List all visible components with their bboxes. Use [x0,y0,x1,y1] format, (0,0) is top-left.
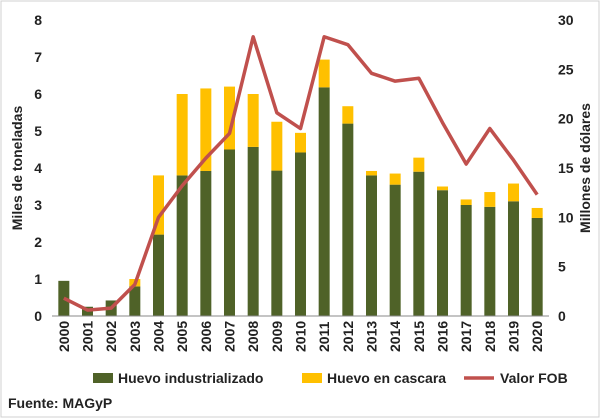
x-tick-2004: 2004 [151,321,167,352]
line-valor-fob [63,35,539,312]
x-tick-2013: 2013 [364,321,380,352]
bar-huevo-industrializado-2011 [318,87,330,316]
bar-huevo-en-cascara-2015 [413,157,425,172]
y-tick-6: 6 [34,86,42,102]
y2-axis-title: Millones de dólares [577,103,593,233]
y2-tick-0: 0 [558,308,566,324]
legend-label-huevo-en-cascara: Huevo en cascara [327,370,446,386]
y2-tick-25: 25 [558,61,574,77]
legend-swatch-huevo-en-cascara [302,373,322,383]
bar-huevo-en-cascara-2007 [224,86,235,150]
bar-huevo-en-cascara-2008 [247,94,259,147]
bar-huevo-en-cascara-2011 [318,59,330,88]
bar-huevo-en-cascara-2010 [295,132,306,153]
legend-label-valor-fob: Valor FOB [500,370,568,386]
bar-huevo-industrializado-2015 [413,171,425,316]
x-tick-2002: 2002 [103,321,119,352]
bar-huevo-industrializado-2014 [389,184,401,316]
bar-huevo-en-cascara-2006 [200,88,212,171]
bar-huevo-industrializado-2020 [531,217,543,316]
y2-tick-15: 15 [558,160,574,176]
x-tick-2016: 2016 [435,321,451,352]
x-tick-2006: 2006 [198,321,214,352]
y2-tick-5: 5 [558,259,566,275]
bar-huevo-industrializado-2003 [129,286,141,316]
bar-huevo-industrializado-2019 [508,201,519,316]
y2-tick-20: 20 [558,111,574,127]
y-tick-8: 8 [34,12,42,28]
y2-tick-30: 30 [558,12,574,28]
x-tick-2015: 2015 [411,321,427,352]
x-tick-2007: 2007 [222,321,238,352]
bar-huevo-industrializado-2007 [224,149,235,316]
y-tick-0: 0 [34,308,42,324]
bar-huevo-en-cascara-2009 [271,121,283,171]
bar-huevo-en-cascara-2018 [484,192,496,207]
bar-huevo-en-cascara-2004 [153,175,164,235]
y-tick-3: 3 [34,197,42,213]
y-tick-7: 7 [34,49,42,65]
x-tick-2003: 2003 [127,321,143,352]
x-tick-2019: 2019 [506,321,522,352]
bar-huevo-industrializado-2017 [460,205,472,316]
y-tick-5: 5 [34,123,42,139]
x-tick-2008: 2008 [245,321,261,352]
x-tick-2000: 2000 [56,321,72,352]
bar-huevo-industrializado-2010 [295,152,306,316]
x-tick-2009: 2009 [269,321,285,352]
legend: Huevo industrializado Huevo en cascara V… [93,370,568,386]
bar-huevo-industrializado-2018 [484,206,496,316]
bar-huevo-en-cascara-2014 [389,173,401,185]
y-tick-1: 1 [34,271,42,287]
bar-huevo-industrializado-2016 [437,190,448,316]
bar-huevo-industrializado-2008 [247,146,259,316]
bar-huevo-industrializado-2013 [366,175,377,316]
line-group [63,35,539,312]
bar-huevo-industrializado-2009 [271,170,283,316]
x-axis-ticks: 2000 2001 2002 2003 2004 2005 2006 2007 2008 2009… [56,321,545,352]
x-tick-2018: 2018 [482,321,498,352]
y-tick-4: 4 [34,160,42,176]
legend-swatch-huevo-industrializado [93,373,113,383]
bar-huevo-en-cascara-2005 [176,94,188,176]
bar-huevo-industrializado-2005 [176,175,188,316]
bar-huevo-en-cascara-2019 [508,183,519,202]
bar-huevo-industrializado-2006 [200,170,212,316]
legend-label-huevo-industrializado: Huevo industrializado [118,370,263,386]
source-note: Fuente: MAGyP [8,395,112,411]
left-axis-ticks: 0 1 2 3 4 5 6 7 8 [34,12,42,324]
x-tick-2017: 2017 [458,321,474,352]
bar-huevo-en-cascara-2016 [437,186,448,191]
x-tick-2001: 2001 [80,321,96,352]
bar-huevo-en-cascara-2012 [342,106,354,124]
x-tick-2005: 2005 [174,321,190,352]
right-axis-ticks: 0 5 10 15 20 25 30 [558,12,574,324]
y-axis-title: Miles de toneladas [9,106,25,231]
bar-huevo-en-cascara-2020 [531,207,543,218]
x-tick-2010: 2010 [293,321,309,352]
bar-huevo-industrializado-2004 [153,234,164,316]
x-tick-2014: 2014 [387,321,403,352]
bar-huevo-en-cascara-2013 [366,170,377,176]
y-tick-2: 2 [34,234,42,250]
bar-huevo-industrializado-2012 [342,123,354,316]
bar-huevo-en-cascara-2017 [460,199,472,205]
x-tick-2020: 2020 [529,321,545,352]
x-tick-2012: 2012 [340,321,356,352]
x-tick-2011: 2011 [316,321,332,352]
y2-tick-10: 10 [558,209,574,225]
